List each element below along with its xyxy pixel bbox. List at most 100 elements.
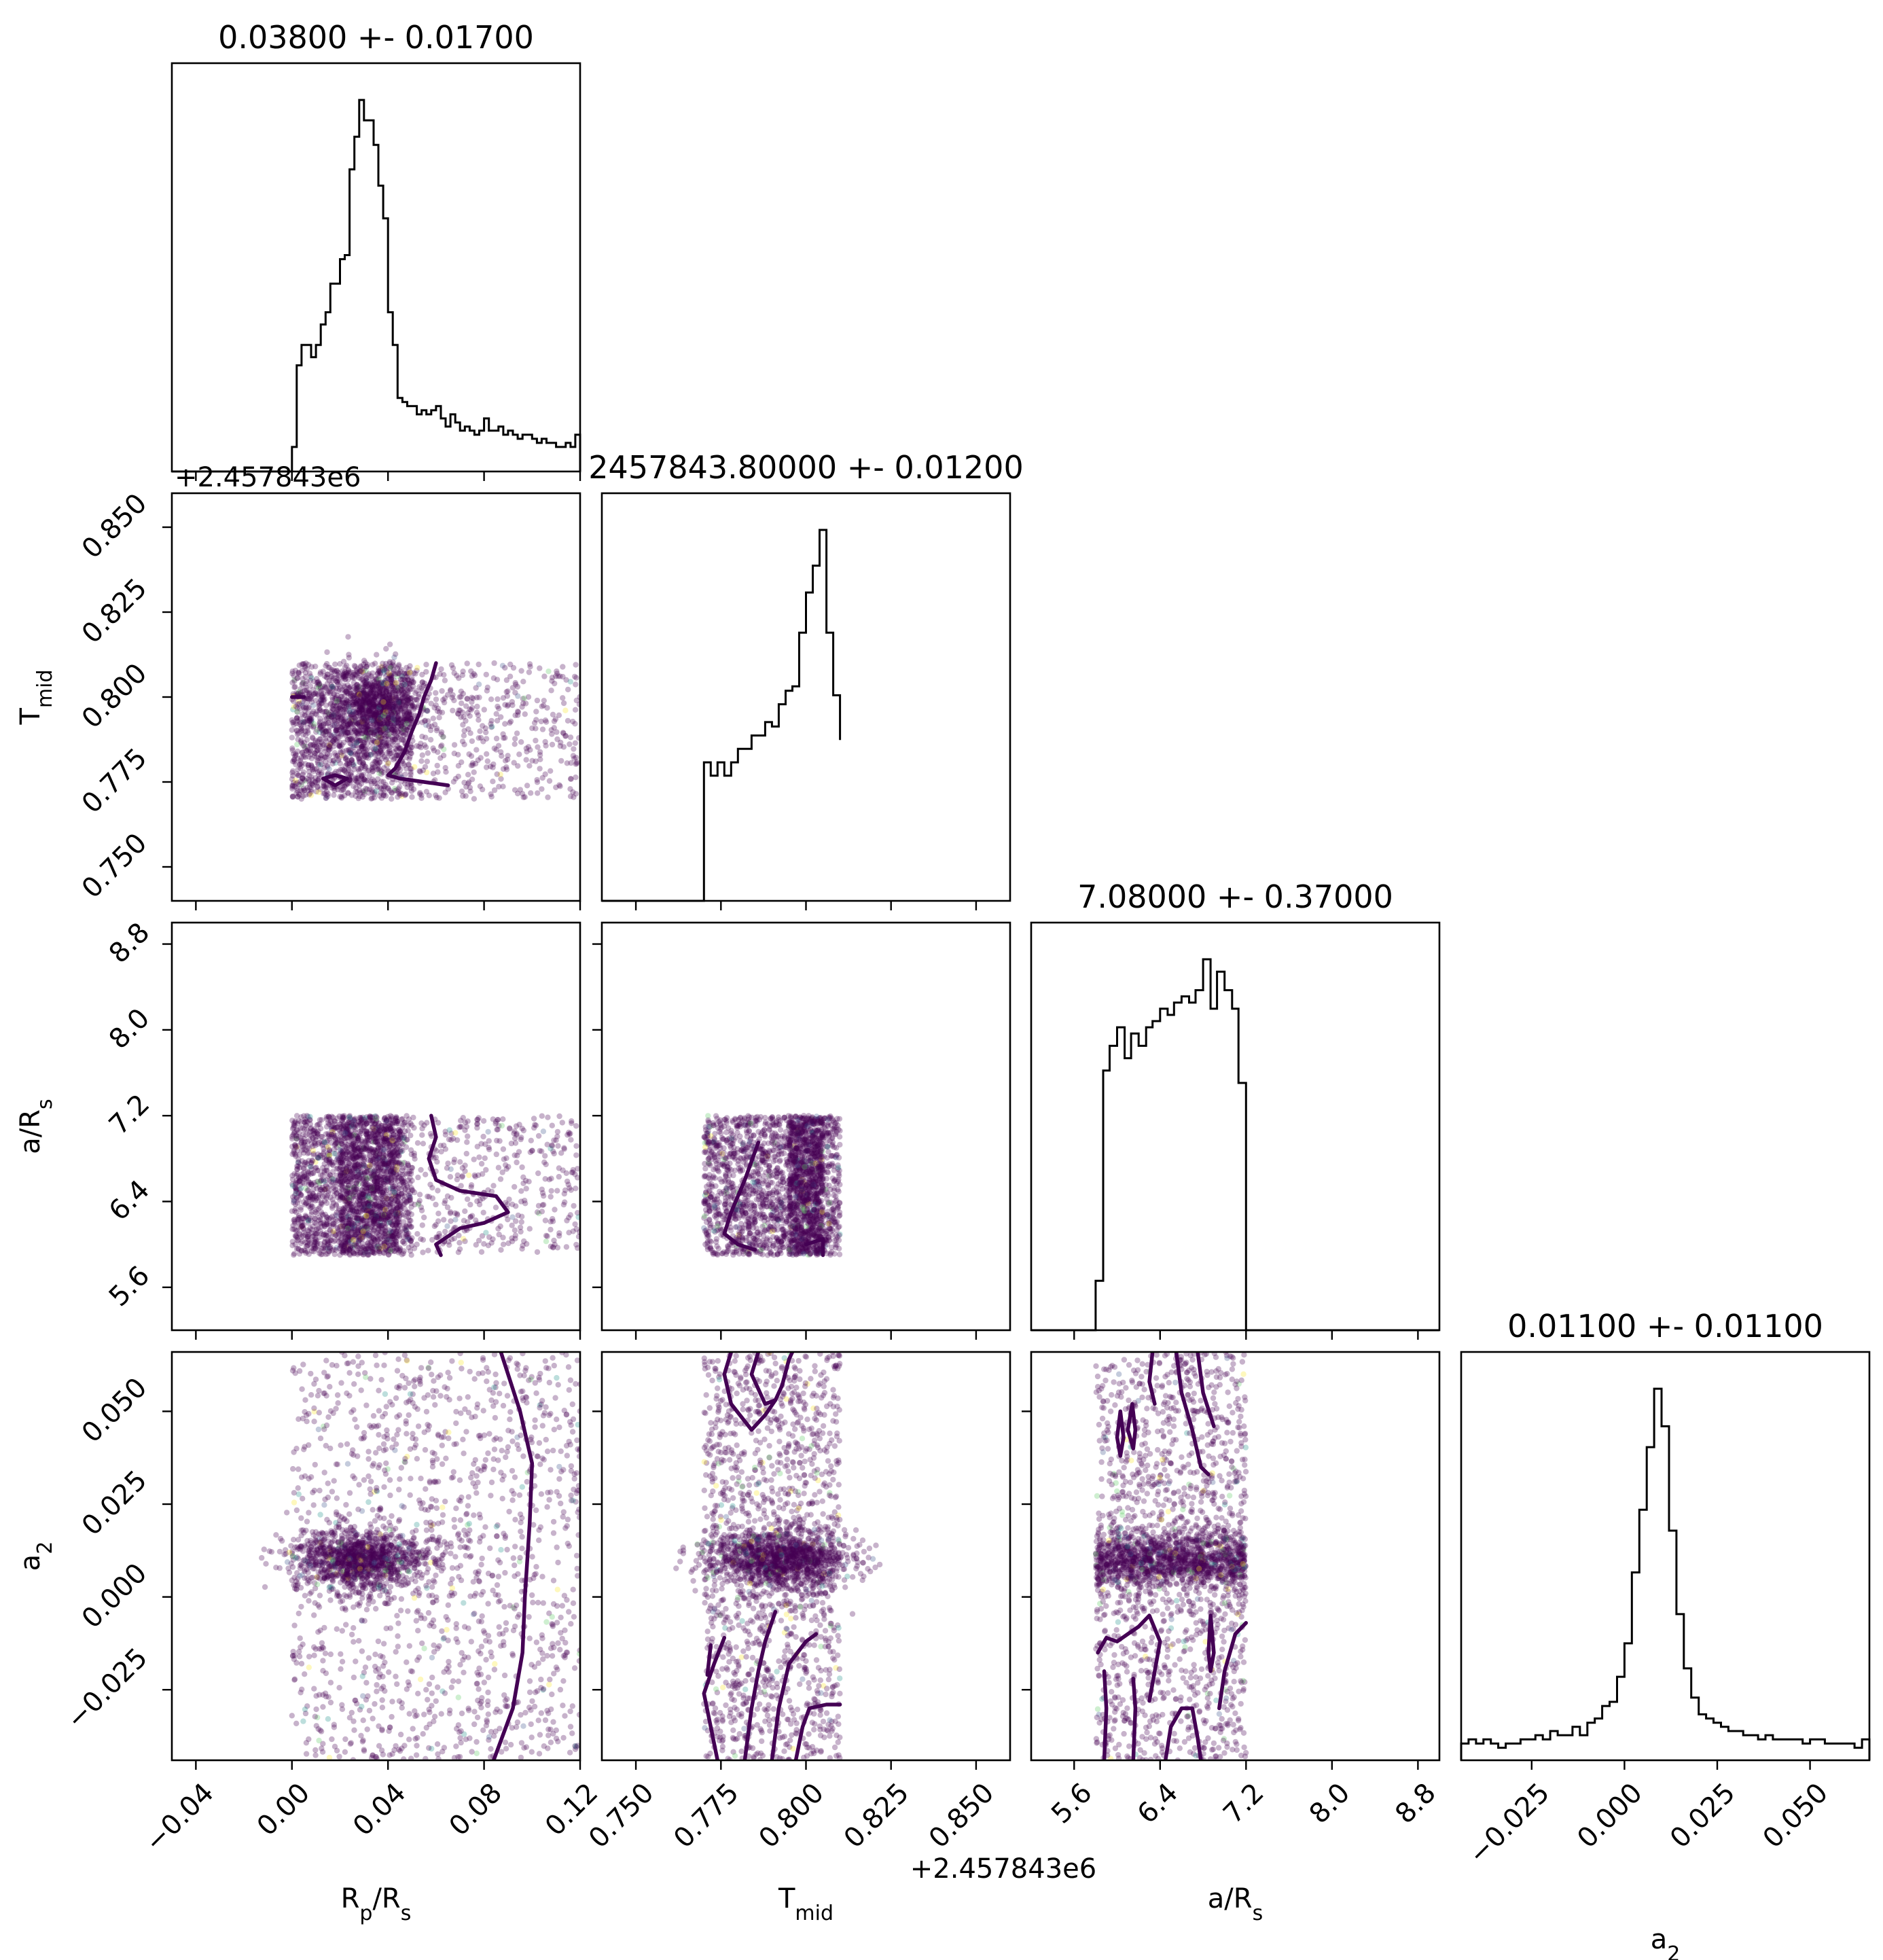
sample-point [343, 697, 350, 703]
sample-point [348, 773, 355, 779]
sample-point [355, 721, 361, 728]
sample-point [401, 670, 408, 677]
sample-point [576, 701, 580, 707]
sample-point [399, 702, 406, 708]
sample-point [315, 777, 321, 783]
sample-point [351, 726, 357, 732]
sample-point [376, 708, 382, 714]
sample-point [341, 753, 347, 759]
sample-point [371, 778, 377, 785]
sample-point [374, 702, 381, 708]
sample-point [475, 712, 482, 718]
sample-point [336, 698, 342, 705]
sample-point [497, 1223, 503, 1230]
sample-point [418, 685, 425, 691]
sample-point [295, 782, 302, 788]
sample-point [400, 737, 407, 743]
sample-point [348, 729, 355, 736]
sample-point [423, 789, 430, 795]
sample-point [308, 717, 315, 724]
sample-point [526, 763, 533, 769]
sample-point [388, 698, 394, 705]
sample-point [319, 1117, 325, 1123]
sample-point [425, 750, 431, 756]
sample-point [418, 1236, 424, 1243]
sample-point [321, 783, 327, 789]
sample-point [300, 743, 306, 749]
sample-point [409, 1177, 415, 1184]
sample-point [524, 783, 531, 789]
sample-point [334, 709, 340, 715]
sample-point [492, 1205, 499, 1211]
sample-point [500, 1146, 507, 1152]
sample-point [306, 1203, 312, 1209]
sample-point [451, 697, 457, 704]
sample-point [526, 669, 533, 675]
sample-point [308, 693, 315, 699]
sample-point [342, 705, 348, 711]
sample-point [335, 705, 342, 712]
sample-point [370, 690, 376, 696]
sample-point [449, 694, 455, 700]
sample-point [290, 783, 296, 789]
sample-point [365, 723, 372, 730]
sample-point [302, 778, 308, 784]
sample-point [425, 708, 431, 714]
sample-point [290, 698, 297, 705]
sample-point [379, 720, 385, 727]
sample-point [537, 756, 543, 763]
sample-point [351, 745, 357, 751]
sample-point [340, 672, 346, 678]
sample-point [373, 724, 380, 730]
sample-point [455, 763, 462, 769]
sample-point [496, 783, 502, 790]
sample-point [331, 717, 338, 724]
sample-point [387, 700, 393, 706]
sample-point [401, 694, 407, 700]
sample-point [458, 1118, 464, 1124]
sample-point [406, 762, 412, 768]
sample-point [468, 707, 474, 713]
sample-point [336, 708, 342, 714]
sample-point [302, 664, 308, 671]
sample-point [359, 762, 365, 768]
sample-point [355, 775, 361, 781]
sample-point [406, 1122, 412, 1128]
sample-point [372, 712, 378, 718]
sample-point [512, 736, 518, 742]
sample-point [306, 791, 312, 798]
sample-point [325, 791, 331, 797]
sample-point [339, 783, 345, 789]
sample-point [361, 720, 367, 726]
sample-point [292, 753, 298, 760]
sample-point [382, 710, 388, 716]
sample-point [534, 779, 541, 785]
sample-point [317, 720, 323, 727]
sample-point [406, 755, 412, 762]
sample-point [337, 683, 343, 690]
sample-point [364, 692, 370, 698]
sample-point [471, 671, 477, 677]
sample-point [356, 691, 362, 698]
sample-point [295, 794, 301, 800]
sample-point [414, 664, 420, 671]
sample-point [509, 685, 516, 691]
sample-point [555, 1143, 561, 1149]
sample-point [409, 675, 415, 681]
sample-point [302, 681, 309, 687]
sample-point [330, 1177, 336, 1183]
sample-point [403, 685, 410, 692]
sample-point [367, 786, 373, 792]
sample-point [382, 724, 388, 731]
sample-point [312, 779, 319, 785]
sample-point [573, 1241, 579, 1248]
sample-point [363, 709, 370, 716]
sample-point [503, 766, 510, 772]
sample-point [451, 750, 457, 757]
sample-point [349, 759, 355, 766]
sample-point [315, 738, 321, 745]
sample-point [327, 742, 333, 748]
sample-point [356, 756, 363, 763]
sample-point [399, 736, 406, 743]
sample-point [321, 784, 327, 790]
